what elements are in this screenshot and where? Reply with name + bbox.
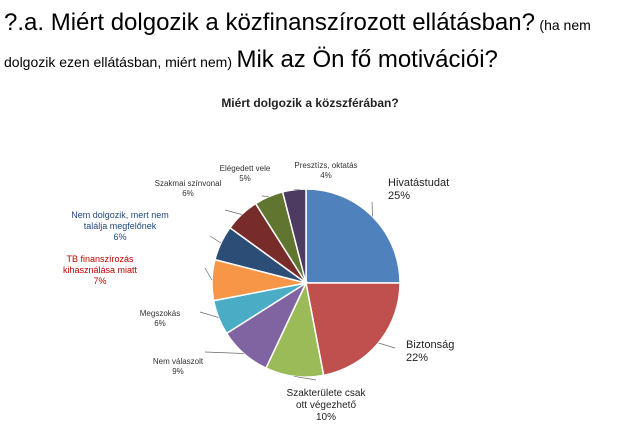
chart-title: Miért dolgozik a közszférában? [221, 96, 399, 110]
slice-label: Nem dolgozik, mert nem találja megfelőnek… [71, 210, 169, 242]
heading-motivation: Mik az Ön fő motivációi? [236, 46, 498, 73]
leader-line [294, 375, 317, 381]
slice-label: Nem válaszolt 9% [153, 357, 204, 376]
leader-line [224, 209, 242, 215]
pie-slice [305, 188, 401, 284]
leader-line [378, 342, 396, 349]
slice-label: Szakterülete csak ott végezhető 10% [287, 388, 367, 423]
leader-line [204, 351, 244, 354]
heading-main: Miért dolgozik a közfinanszírozott ellát… [50, 9, 535, 36]
leader-line [371, 201, 373, 217]
leader-line [209, 235, 222, 244]
slice-label: Biztonság 22% [406, 339, 454, 364]
heading-prefix: ?.a. [4, 9, 51, 36]
heading-parenthetical: (ha nem dolgozik ezen ellátásban, miért … [4, 17, 591, 70]
leader-line [204, 267, 213, 281]
leader-line [199, 311, 219, 318]
slice-label: Szakmai színvonal 6% [155, 179, 222, 198]
slice-label: Megszokás 6% [140, 309, 180, 328]
slice-label: Elégedett vele 5% [220, 164, 271, 183]
slide-heading: ?.a. Miért dolgozik a közfinanszírozott … [4, 6, 616, 80]
slice-label: Presztízs, oktatás 4% [294, 161, 357, 180]
slice-label: TB finanszírozás kihasználása miatt 7% [63, 254, 138, 286]
pie-slice [305, 282, 401, 377]
leader-line [261, 195, 269, 198]
slice-label: Hivatástudat 25% [388, 177, 449, 202]
